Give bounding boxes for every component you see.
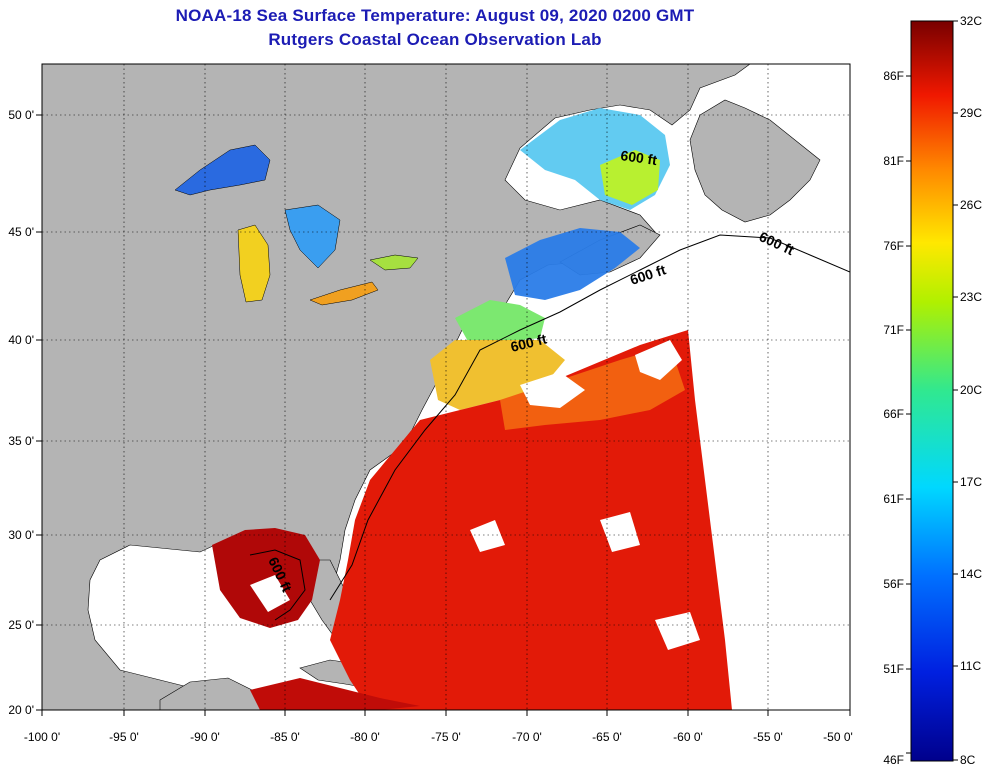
colorbar-c-label: 32C <box>960 14 982 28</box>
colorbar-c-label: 29C <box>960 106 982 120</box>
lon-tick-label: -80 0' <box>350 730 380 744</box>
colorbar <box>910 20 954 762</box>
lat-tick-label: 25 0' <box>8 618 34 632</box>
lat-tick-label: 30 0' <box>8 528 34 542</box>
land-north-america <box>42 64 751 710</box>
map-layers <box>42 64 850 710</box>
colorbar-f-label: 86F <box>883 69 904 83</box>
contour-600ft <box>249 234 850 621</box>
lat-tick-label: 40 0' <box>8 333 34 347</box>
sst-atlantic-warm <box>330 330 732 710</box>
lake-ontario <box>369 254 419 271</box>
colorbar-f-label: 61F <box>883 492 904 506</box>
lat-tick-label: 35 0' <box>8 434 34 448</box>
lake-erie <box>309 281 379 306</box>
colorbar-f-label: 76F <box>883 239 904 253</box>
lake-superior <box>174 144 271 196</box>
lat-labels: 20 0' 25 0' 30 0' 35 0' 40 0' 45 0' 50 0… <box>8 108 34 717</box>
lake-huron <box>284 204 341 269</box>
contour-label: 600 ft <box>620 147 659 168</box>
lon-tick-label: -65 0' <box>592 730 622 744</box>
lat-tick-label: 20 0' <box>8 703 34 717</box>
lon-tick-label: -55 0' <box>753 730 783 744</box>
colorbar-c-label: 23C <box>960 290 982 304</box>
colorbar-fahrenheit-labels: 86F 81F 76F 71F 66F 61F 56F 51F 46F <box>883 69 904 767</box>
sst-gulf-maine <box>505 228 640 300</box>
lon-tick-label: -70 0' <box>512 730 542 744</box>
lon-tick-label: -50 0' <box>823 730 853 744</box>
lon-tick-label: -75 0' <box>431 730 461 744</box>
colorbar-c-label: 11C <box>960 659 981 673</box>
cloud-patch-2 <box>635 340 682 380</box>
colorbar-celsius-labels: 32C 29C 26C 23C 20C 17C 14C 11C 8C <box>960 14 982 767</box>
colorbar-c-label: 14C <box>960 567 982 581</box>
lat-tick-label: 50 0' <box>8 108 34 122</box>
lon-tick-label: -85 0' <box>270 730 300 744</box>
colorbar-f-label: 81F <box>883 154 904 168</box>
lon-labels: -100 0' -95 0' -90 0' -85 0' -80 0' -75 … <box>24 730 853 744</box>
colorbar-f-label: 51F <box>883 662 904 676</box>
colorbar-c-label: 26C <box>960 198 982 212</box>
sst-gulf-st-lawrence-warm <box>600 150 660 205</box>
lat-tick-label: 45 0' <box>8 225 34 239</box>
colorbar-f-label: 71F <box>883 323 904 337</box>
contour-labels: 600 ft 600 ft 600 ft 600 ft 600 ft <box>265 147 797 595</box>
cloud-patch-4 <box>470 520 505 552</box>
colorbar-f-label: 46F <box>883 753 904 767</box>
cloud-patch-5 <box>655 612 700 650</box>
lon-tick-label: -60 0' <box>673 730 703 744</box>
colorbar-c-label: 20C <box>960 383 982 397</box>
sst-mid-atlantic <box>430 340 565 410</box>
colorbar-f-label: 56F <box>883 577 904 591</box>
lon-tick-label: -95 0' <box>109 730 139 744</box>
sst-gulf-mexico <box>212 528 320 628</box>
sst-shelf-green <box>455 300 545 345</box>
sst-caribbean <box>250 678 420 710</box>
map-subtitle: Rutgers Coastal Ocean Observation Lab <box>268 30 602 49</box>
map-title: NOAA-18 Sea Surface Temperature: August … <box>175 6 695 25</box>
land-newfoundland <box>689 99 821 223</box>
cloud-patch-1 <box>520 372 585 408</box>
colorbar-f-label: 66F <box>883 407 904 421</box>
colorbar-ticks <box>906 20 958 761</box>
cloud-gulf <box>250 575 290 612</box>
cloud-patch-3 <box>600 512 640 552</box>
colorbar-c-label: 8C <box>960 753 976 767</box>
lake-michigan <box>237 224 271 303</box>
axis-ticks <box>36 114 851 716</box>
lon-tick-label: -100 0' <box>24 730 60 744</box>
lon-tick-label: -90 0' <box>190 730 220 744</box>
colorbar-c-label: 17C <box>960 475 982 489</box>
